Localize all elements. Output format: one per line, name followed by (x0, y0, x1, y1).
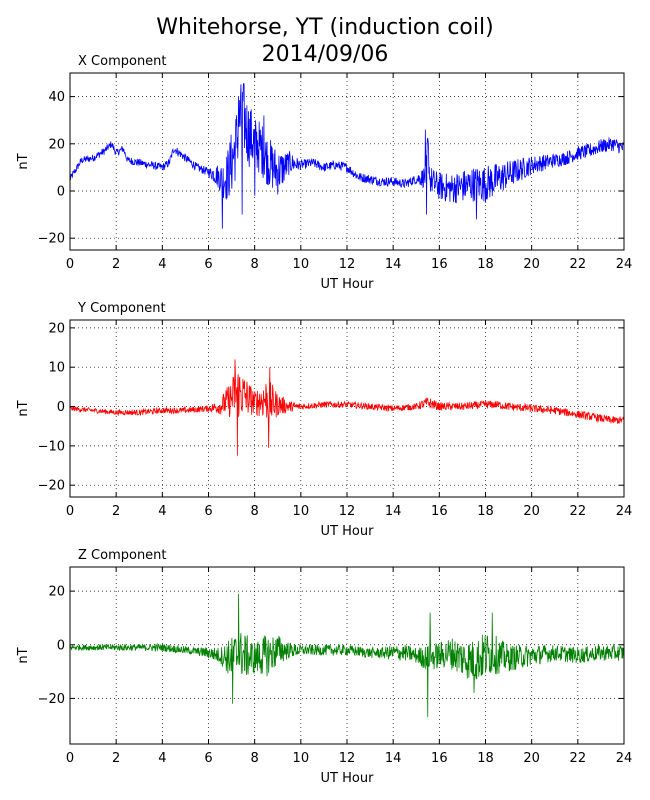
x-tick-label: 6 (204, 504, 212, 519)
x-tick-label: 24 (616, 751, 633, 766)
x-tick-label: 14 (385, 751, 402, 766)
x-tick-label: 4 (158, 257, 166, 272)
x-tick-label: 20 (523, 504, 540, 519)
x-tick-label: 4 (158, 504, 166, 519)
y-axis-label: nT (16, 400, 31, 416)
x-tick-label: 18 (477, 504, 494, 519)
series-line (69, 593, 625, 718)
y-axis-label: nT (16, 647, 31, 663)
x-axis-label: UT Hour (321, 771, 375, 786)
y-tick-label: 40 (48, 90, 65, 105)
y-tick-label: 20 (48, 137, 65, 152)
x-axis-label: UT Hour (321, 277, 375, 292)
x-tick-label: 12 (339, 751, 356, 766)
figure-subtitle: 2014/09/06 (262, 42, 389, 67)
y-tick-label: −20 (38, 692, 65, 707)
y-tick-label: −20 (38, 479, 65, 494)
x-tick-label: 12 (339, 504, 356, 519)
x-tick-label: 24 (616, 257, 633, 272)
x-tick-label: 20 (523, 751, 540, 766)
figure-title: Whitehorse, YT (induction coil) (156, 15, 493, 40)
x-tick-label: 22 (570, 504, 587, 519)
x-tick-label: 8 (251, 257, 259, 272)
x-tick-label: 22 (570, 257, 587, 272)
x-tick-label: 8 (251, 504, 259, 519)
y-tick-label: 0 (57, 400, 65, 415)
x-tick-label: 10 (293, 257, 310, 272)
y-tick-label: −10 (38, 439, 65, 454)
x-tick-label: 10 (293, 504, 310, 519)
x-tick-label: 4 (158, 751, 166, 766)
x-tick-label: 0 (66, 504, 74, 519)
x-tick-label: 6 (204, 257, 212, 272)
x-tick-label: 22 (570, 751, 587, 766)
x-tick-label: 16 (431, 504, 448, 519)
x-tick-label: 0 (66, 751, 74, 766)
y-tick-label: 0 (57, 185, 65, 200)
x-tick-label: 18 (477, 751, 494, 766)
x-tick-label: 20 (523, 257, 540, 272)
series-line (69, 82, 625, 229)
x-tick-label: 18 (477, 257, 494, 272)
y-tick-label: 10 (48, 361, 65, 376)
x-axis-label: UT Hour (321, 524, 375, 539)
y-tick-label: 20 (48, 321, 65, 336)
y-axis-label: nT (16, 153, 31, 169)
x-tick-label: 14 (385, 504, 402, 519)
series-line (69, 359, 625, 456)
x-tick-label: 8 (251, 751, 259, 766)
x-tick-label: 2 (112, 751, 120, 766)
x-tick-label: 24 (616, 504, 633, 519)
y-tick-label: 20 (48, 585, 65, 600)
x-tick-label: 0 (66, 257, 74, 272)
x-tick-label: 2 (112, 257, 120, 272)
x-tick-label: 10 (293, 751, 310, 766)
x-tick-label: 6 (204, 751, 212, 766)
y-tick-label: 0 (57, 638, 65, 653)
panel-title: Z Component (78, 548, 167, 563)
x-tick-label: 16 (431, 751, 448, 766)
x-tick-label: 2 (112, 504, 120, 519)
x-tick-label: 12 (339, 257, 356, 272)
x-tick-label: 14 (385, 257, 402, 272)
panel-title: X Component (78, 54, 167, 69)
panel-title: Y Component (77, 301, 166, 316)
x-tick-label: 16 (431, 257, 448, 272)
y-tick-label: −20 (38, 232, 65, 247)
